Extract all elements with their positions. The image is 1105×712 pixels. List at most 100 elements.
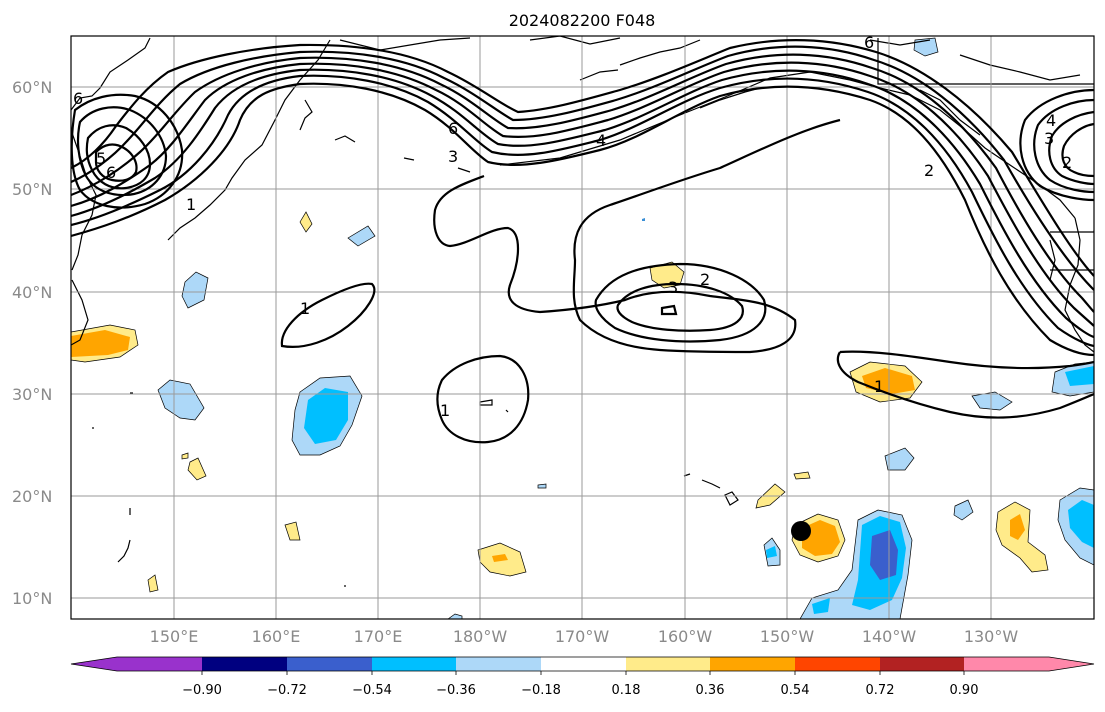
anomaly-blob (793, 471, 811, 480)
anomaly-blob (812, 598, 830, 614)
island (117, 539, 131, 563)
coastline (1049, 239, 1056, 281)
anomaly-blob (299, 211, 313, 233)
colorbar-segment (287, 657, 372, 671)
colorbar-tick-label: 0.54 (781, 683, 810, 698)
anomaly-blob (187, 457, 207, 481)
coastline (529, 36, 621, 45)
contour-line (85, 124, 152, 190)
colorbar-segment (626, 657, 710, 671)
contour-line (71, 61, 1094, 327)
latitude-label: 50°N (12, 180, 52, 199)
anomaly-blob (884, 447, 915, 471)
anomaly-blob (181, 271, 209, 309)
contour-line (594, 262, 767, 343)
map-title: 2024082200 F048 (509, 11, 656, 30)
anomaly-blob (284, 521, 301, 541)
coastline (619, 39, 701, 66)
contour-label: 6 (106, 163, 116, 182)
colorbar-segment (710, 657, 795, 671)
anomaly-blob (1065, 366, 1094, 386)
gridlines (71, 36, 1094, 619)
colorbar-tick-label: 0.18 (612, 683, 641, 698)
contour-label: 2 (924, 161, 934, 180)
colorbar-tick-label: 0.90 (950, 683, 979, 698)
contour-lines (71, 39, 1094, 444)
anomaly-blob (1010, 514, 1025, 540)
anomaly-blob (1068, 500, 1094, 548)
latitude-label: 40°N (12, 283, 52, 302)
colorbar-segment (880, 657, 964, 671)
longitude-label: 130°W (964, 627, 1019, 646)
anomaly-blob (147, 574, 159, 593)
contour-line (1033, 98, 1094, 194)
coastline (919, 89, 981, 136)
anomaly-blob (766, 546, 777, 558)
colorbar-segment (795, 657, 880, 671)
anomaly-blob (347, 225, 376, 247)
contour-line (71, 53, 1094, 313)
coastline (71, 37, 151, 111)
coastline (403, 157, 415, 161)
colorbar-tick-label: −0.72 (267, 683, 307, 698)
contour-label: 2 (1062, 153, 1072, 172)
contour-line (616, 282, 744, 332)
coastline (339, 37, 471, 51)
contour-line (71, 93, 184, 209)
anomaly-blob (181, 452, 189, 460)
coastline (579, 69, 619, 81)
contour-label: 3 (1044, 129, 1054, 148)
contour-label: 4 (596, 131, 606, 150)
contour-label: 4 (1046, 111, 1056, 130)
location-marker (791, 521, 811, 541)
longitude-label: 150°E (150, 627, 199, 646)
anomaly-blob (953, 499, 974, 521)
contour-label: 2 (700, 270, 710, 289)
contour-line (71, 68, 1094, 339)
contour-label: 3 (448, 147, 458, 166)
colorbar-segment (202, 657, 287, 671)
latitude-label: 60°N (12, 78, 52, 97)
coastline (869, 39, 931, 46)
contour-label: 1 (874, 377, 884, 396)
anomaly-blob (870, 530, 898, 580)
longitude-label: 160°E (252, 627, 301, 646)
island (505, 409, 509, 413)
contour-line (71, 74, 1094, 348)
anomaly-blob (447, 613, 463, 619)
colorbar-segment (71, 657, 202, 671)
anomaly-blob (537, 483, 547, 489)
coastline (334, 135, 356, 143)
anomaly-blob (71, 330, 130, 357)
map-plot-area: 6 5 6 1 6 3 4 2 3 1 1 1 2 4 3 2 6 (70, 35, 1095, 620)
contour-label: 6 (73, 89, 83, 108)
contour-label: 6 (448, 119, 458, 138)
contour-label: 1 (186, 195, 196, 214)
colorbar-tick-label: 0.36 (696, 683, 725, 698)
longitude-label: 140°W (862, 627, 917, 646)
colorbar-tick-label: −0.54 (352, 683, 392, 698)
contour-line (94, 143, 138, 182)
colorbar-segment (372, 657, 456, 671)
contour-labels: 6 5 6 1 6 3 4 2 3 1 1 1 2 4 3 2 6 (73, 36, 1072, 420)
coastline (71, 279, 89, 346)
longitude-axis: 150°E 160°E 170°E 180°W 170°W 160°W 150°… (150, 627, 1019, 646)
contour-line (839, 350, 1094, 370)
latitude-label: 30°N (12, 385, 52, 404)
contour-line (71, 39, 1094, 277)
colorbar-tick-label: −0.18 (521, 683, 561, 698)
contour-line (280, 282, 376, 348)
contour-line (433, 118, 841, 354)
longitude-label: 170°E (354, 627, 403, 646)
anomaly-blob (913, 37, 939, 57)
coastline (167, 39, 331, 241)
colorbar-segment (541, 657, 626, 671)
anomaly-blob (157, 379, 205, 421)
latitude-label: 20°N (12, 487, 52, 506)
longitude-label: 150°W (760, 627, 815, 646)
anomaly-blob (492, 554, 508, 562)
latitude-axis: 60°N 50°N 40°N 30°N 20°N 10°N (12, 78, 52, 608)
colorbar-tick-label: 0.72 (866, 683, 895, 698)
map-frame (70, 35, 1095, 620)
